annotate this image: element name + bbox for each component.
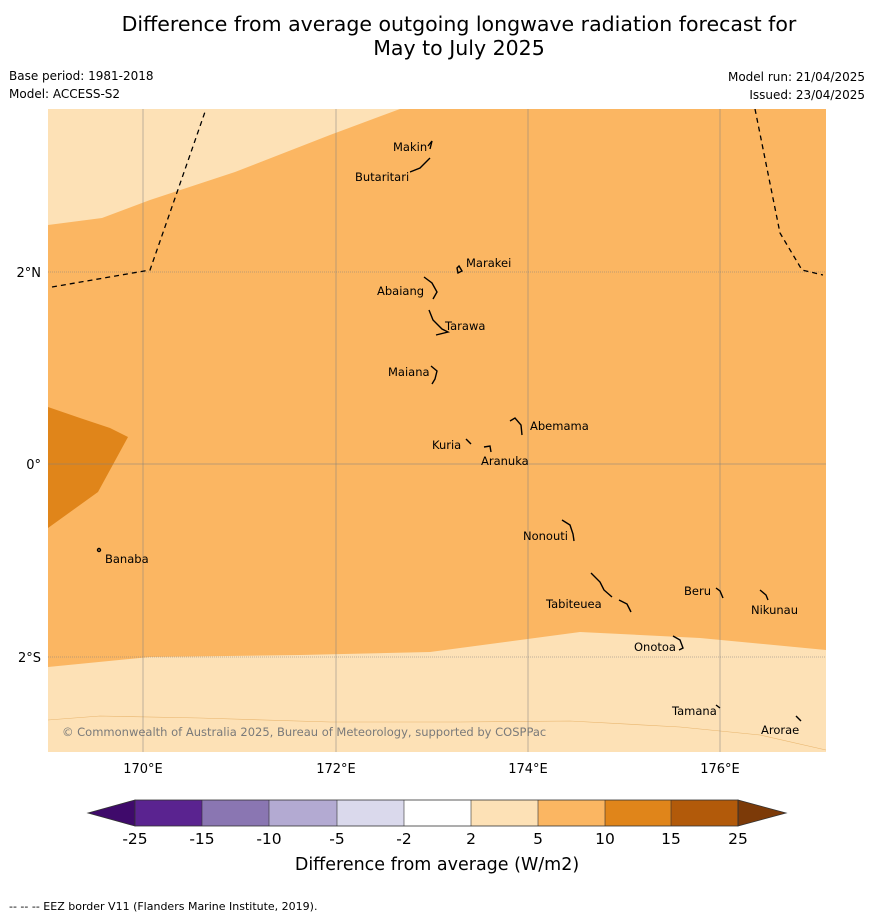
- title-line-1: Difference from average outgoing longwav…: [121, 12, 797, 36]
- colorbar-outline: [134, 799, 739, 827]
- label-banaba: Banaba: [105, 552, 149, 566]
- colorbar-tick-neg15: -15: [189, 830, 214, 848]
- label-butaritari: Butaritari: [355, 170, 409, 184]
- colorbar-max-extension: [737, 799, 788, 827]
- colorbar-swatch-10-15: [605, 800, 671, 826]
- island-shape-tarawa: [428, 309, 451, 336]
- map-panel: Makin Butaritari Marakei Abaiang Tarawa …: [48, 109, 826, 752]
- island-shape-tabiteuea-north: [590, 572, 613, 598]
- anomaly-10-15-region: [48, 407, 128, 528]
- island-shape-makin: [427, 140, 433, 150]
- colorbar-dividers: [201, 800, 672, 826]
- colorbar-swatch-2-5: [471, 800, 538, 826]
- island-shape-arorae: [795, 715, 802, 722]
- anomaly-5-10-region: [48, 109, 826, 667]
- island-shape-abaiang: [423, 276, 438, 300]
- island-shape-nikunau: [759, 589, 769, 601]
- island-shape-abemama: [509, 417, 523, 436]
- island-shape-nonouti: [561, 519, 575, 542]
- meta-left: Base period: 1981-2018 Model: ACCESS-S2: [9, 69, 154, 105]
- lon-tick-176e: 176°E: [700, 762, 740, 777]
- anomaly-lower-band-edge: [48, 715, 826, 751]
- island-shape-tabiteuea-south: [618, 599, 632, 613]
- colorbar-swatch-neg10-neg5: [269, 800, 337, 826]
- label-tarawa: Tarawa: [444, 319, 485, 333]
- colorbar-swatch-neg2-2: [404, 800, 471, 826]
- model-run: Model run: 21/04/2025: [727, 70, 865, 84]
- island-shape-butaritari: [409, 157, 431, 173]
- lat-tick-equator: 0°: [26, 458, 41, 473]
- colorbar-swatch-neg15-neg10: [202, 800, 269, 826]
- colorbar-swatch-5-10: [538, 800, 605, 826]
- label-aranuka: Aranuka: [481, 454, 529, 468]
- colorbar-title: Difference from average (W/m2): [295, 855, 579, 875]
- label-kuria: Kuria: [432, 438, 461, 452]
- colorbar-min-extension: [86, 799, 136, 827]
- label-abemama: Abemama: [530, 419, 589, 433]
- lon-tick-172e: 172°E: [316, 762, 356, 777]
- colorbar-tick-10: 10: [595, 830, 615, 848]
- island-shape-beru: [715, 587, 724, 599]
- colorbar-swatch-15-25: [671, 800, 738, 826]
- eez-borders: [51, 109, 824, 288]
- island-shape-kuria: [465, 438, 472, 445]
- colorbar-swatch-neg25-neg15: [135, 800, 202, 826]
- meta-right: Model run: 21/04/2025 Issued: 23/04/2025: [728, 70, 865, 106]
- label-tamana: Tamana: [671, 704, 717, 718]
- colorbar: -25 -15 -10 -5 -2 2 5 10 15 25 Differenc…: [86, 799, 788, 875]
- island-shape-onotoa: [672, 635, 684, 651]
- label-abaiang: Abaiang: [377, 284, 424, 298]
- label-maiana: Maiana: [388, 365, 430, 379]
- colorbar-tick-neg5: -5: [329, 830, 344, 848]
- label-beru: Beru: [684, 584, 711, 598]
- island-shape-tamana: [715, 704, 721, 709]
- island-shape-banaba: [96, 547, 102, 553]
- island-shape-marakei: [456, 264, 463, 275]
- colorbar-tick-2: 2: [466, 830, 476, 848]
- chart-title: Difference from average outgoing longwav…: [0, 12, 873, 60]
- colorbar-tick-5: 5: [533, 830, 543, 848]
- colorbar-tick-neg10: -10: [256, 830, 281, 848]
- gridlines: [48, 109, 826, 752]
- lat-tick-2n: 2°N: [17, 266, 42, 281]
- colorbar-tick-25: 25: [728, 830, 748, 848]
- island-labels: Makin Butaritari Marakei Abaiang Tarawa …: [105, 140, 799, 737]
- label-nikunau: Nikunau: [751, 603, 798, 617]
- eez-border-note: -- -- -- EEZ border V11 (Flanders Marine…: [9, 900, 318, 913]
- title-line-2: May to July 2025: [373, 36, 545, 60]
- lon-tick-174e: 174°E: [508, 762, 548, 777]
- axis-tick-labels: 170°E 172°E 174°E 176°E 2°N 0° 2°S: [17, 266, 740, 777]
- island-shape-maiana: [430, 365, 438, 385]
- lon-tick-170e: 170°E: [123, 762, 163, 777]
- colorbar-tick-neg25: -25: [122, 830, 147, 848]
- label-marakei: Marakei: [466, 256, 511, 270]
- island-shape-aranuka: [483, 445, 492, 453]
- colorbar-tick-15: 15: [661, 830, 681, 848]
- label-nonouti: Nonouti: [523, 529, 568, 543]
- label-tabiteuea: Tabiteuea: [545, 597, 602, 611]
- eez-border-west: [51, 109, 207, 288]
- issued-date: Issued: 23/04/2025: [749, 88, 865, 102]
- label-arorae: Arorae: [761, 723, 799, 737]
- label-makin: Makin: [393, 140, 427, 154]
- eez-border-east: [754, 109, 824, 276]
- base-period: Base period: 1981-2018: [9, 69, 154, 83]
- colorbar-tick-neg2: -2: [396, 830, 411, 848]
- model-name: Model: ACCESS-S2: [9, 87, 121, 101]
- colorbar-tick-labels: -25 -15 -10 -5 -2 2 5 10 15 25: [122, 830, 748, 848]
- colorbar-swatch-neg5-neg2: [337, 800, 404, 826]
- copyright-notice: © Commonwealth of Australia 2025, Bureau…: [62, 725, 546, 739]
- island-outlines: [96, 140, 802, 722]
- label-onotoa: Onotoa: [634, 640, 676, 654]
- lat-tick-2s: 2°S: [18, 651, 41, 666]
